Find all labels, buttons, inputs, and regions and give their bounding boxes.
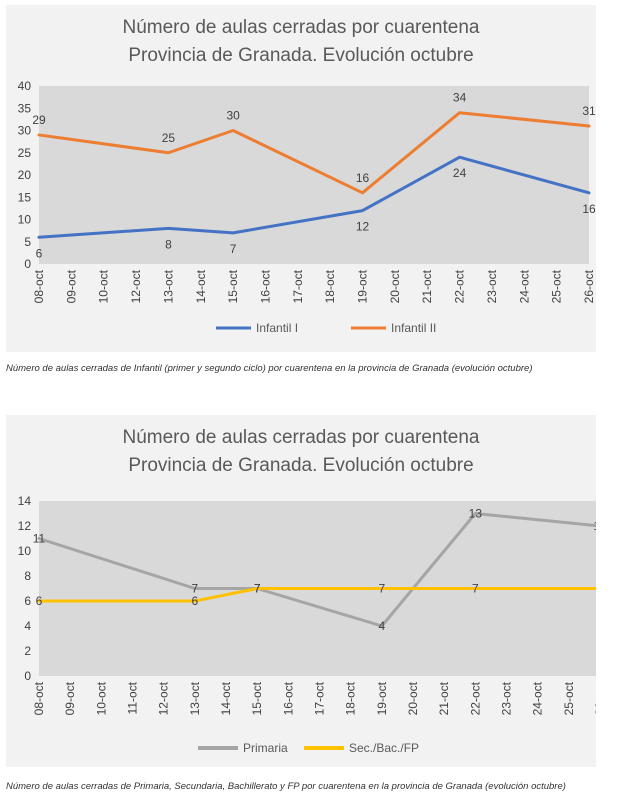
- y-tick-label: 6: [24, 594, 31, 608]
- y-tick-label: 20: [18, 168, 32, 182]
- x-tick-label: 24-oct: [517, 269, 531, 303]
- x-tick-label: 21-oct: [437, 681, 451, 715]
- x-tick-label: 12-oct: [157, 681, 171, 715]
- data-label: 29: [32, 113, 46, 127]
- y-tick-label: 4: [24, 619, 31, 633]
- x-tick-label: 09-oct: [64, 269, 78, 303]
- chart-primaria: Número de aulas cerradas por cuarentena P…: [6, 415, 596, 767]
- data-label: 8: [165, 237, 172, 251]
- x-tick-label: 21-oct: [420, 269, 434, 303]
- x-tick-label: 20-oct: [406, 681, 420, 715]
- x-tick-label: 10-oct: [94, 681, 108, 715]
- x-tick-label: 13-oct: [188, 681, 202, 715]
- x-tick-label: 26-oct: [582, 269, 596, 303]
- data-label: 7: [230, 242, 237, 256]
- x-tick-label: 14-oct: [219, 681, 233, 715]
- data-label: 6: [36, 594, 43, 608]
- series-line-0: [37, 155, 591, 239]
- y-tick-label: 0: [24, 257, 31, 271]
- y-tick-label: 14: [18, 494, 32, 508]
- x-tick-label: 17-oct: [313, 681, 327, 715]
- series-line-1: [37, 587, 596, 603]
- data-label: 24: [453, 166, 467, 180]
- data-label: 7: [254, 582, 261, 596]
- data-label: 13: [469, 507, 483, 521]
- chart-title: Número de aulas cerradas por cuarentena: [123, 427, 480, 448]
- x-tick-label: 08-oct: [32, 681, 46, 715]
- x-tick-label: 14-oct: [194, 269, 208, 303]
- chart-subtitle: Provincia de Granada. Evolución octubre: [128, 45, 473, 66]
- data-label: 7: [472, 582, 479, 596]
- caption-primaria: Número de aulas cerradas de Primaria, Se…: [6, 781, 566, 792]
- x-tick-label: 18-oct: [323, 269, 337, 303]
- chart-infantil: Número de aulas cerradas por cuarentena P…: [6, 5, 596, 352]
- x-tick-label: 19-oct: [375, 681, 389, 715]
- data-label: 7: [378, 582, 385, 596]
- series-line-1: [37, 111, 591, 195]
- x-tick-label: 11-oct: [126, 681, 140, 714]
- data-label: 6: [191, 594, 198, 608]
- y-tick-label: 40: [18, 79, 32, 93]
- x-tick-label: 23-oct: [500, 681, 514, 715]
- data-label: 12: [356, 220, 370, 234]
- x-tick-label: 17-oct: [291, 269, 305, 303]
- x-tick-label: 19-oct: [356, 269, 370, 303]
- y-tick-label: 10: [18, 213, 32, 227]
- y-tick-label: 2: [24, 644, 31, 658]
- chart-title: Número de aulas cerradas por cuarentena: [123, 17, 480, 38]
- x-tick-label: 24-oct: [531, 681, 545, 715]
- legend-label-0: Infantil I: [256, 321, 298, 335]
- y-tick-label: 12: [18, 519, 32, 533]
- x-tick-label: 25-oct: [550, 269, 564, 303]
- y-tick-label: 25: [18, 146, 32, 160]
- x-tick-label: 09-oct: [63, 681, 77, 715]
- y-tick-label: 10: [18, 544, 32, 558]
- y-tick-label: 0: [24, 669, 31, 683]
- data-label: 7: [191, 582, 198, 596]
- data-label: 4: [378, 619, 385, 633]
- data-label: 31: [582, 104, 596, 118]
- data-label: 30: [226, 109, 240, 123]
- x-tick-label: 15-oct: [226, 269, 240, 303]
- caption-infantil: Número de aulas cerradas de Infantil (pr…: [6, 363, 533, 374]
- data-label: 16: [356, 171, 370, 185]
- x-tick-label: 18-oct: [344, 681, 358, 715]
- series-line-0: [37, 512, 596, 628]
- x-tick-label: 25-oct: [562, 681, 576, 715]
- y-tick-label: 5: [24, 235, 31, 249]
- y-tick-label: 15: [18, 190, 32, 204]
- legend-label-1: Sec./Bac./FP: [349, 741, 419, 755]
- x-tick-label: 08-oct: [32, 269, 46, 303]
- x-tick-label: 16-oct: [281, 681, 295, 715]
- data-label: 16: [582, 202, 596, 216]
- data-label: 7: [254, 582, 261, 596]
- legend-label-1: Infantil II: [391, 321, 436, 335]
- x-tick-label: 15-oct: [250, 681, 264, 715]
- data-label: 11: [33, 532, 46, 546]
- x-tick-label: 22-oct: [453, 269, 467, 303]
- x-tick-label: 22-oct: [468, 681, 482, 715]
- chart-primaria-svg: Número de aulas cerradas por cuarentena P…: [18, 427, 596, 755]
- x-tick-label: 16-oct: [258, 269, 272, 303]
- chart-subtitle: Provincia de Granada. Evolución octubre: [128, 455, 473, 476]
- y-tick-label: 35: [18, 101, 32, 115]
- x-tick-label: 10-oct: [97, 269, 111, 303]
- data-label: 12: [593, 519, 596, 533]
- plot-area: [39, 86, 589, 264]
- chart-infantil-svg: Número de aulas cerradas por cuarentena P…: [18, 17, 596, 335]
- x-tick-label: 26-oct: [593, 681, 596, 715]
- x-tick-label: 13-oct: [161, 269, 175, 303]
- legend-label-0: Primaria: [243, 741, 288, 755]
- y-tick-label: 8: [24, 569, 31, 583]
- x-tick-label: 23-oct: [485, 269, 499, 303]
- x-tick-label: 20-oct: [388, 269, 402, 303]
- data-label: 34: [453, 91, 467, 105]
- data-label: 25: [162, 131, 176, 145]
- x-tick-label: 12-oct: [129, 269, 143, 303]
- data-label: 6: [36, 246, 43, 260]
- y-tick-label: 30: [18, 124, 32, 138]
